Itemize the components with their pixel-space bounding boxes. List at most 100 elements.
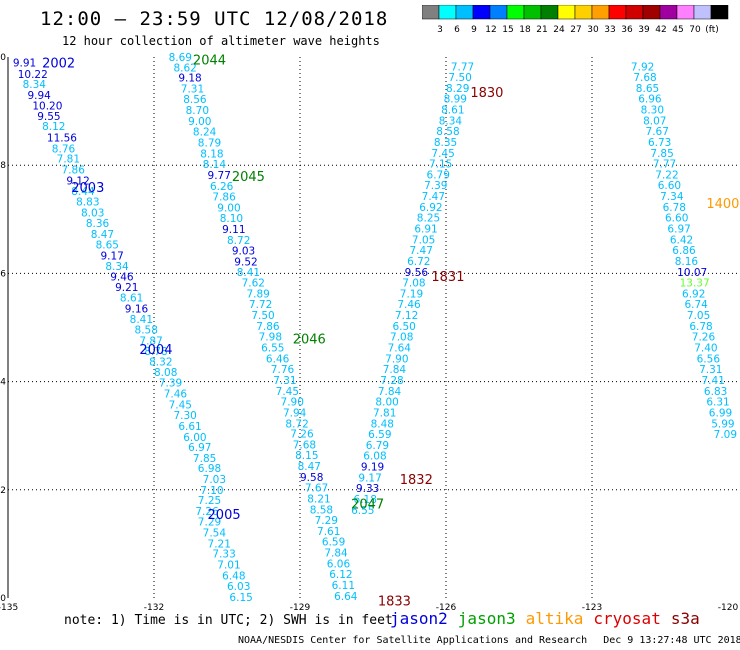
wave-height-value: 7.30 xyxy=(173,410,196,422)
altimeter-map: -135 -132 -129 -126 -123 -120 0 2 4 6 8 10 9.9110.22… xyxy=(0,52,739,612)
wave-height-value: 6.48 xyxy=(222,570,245,582)
wave-height-value: 8.12 xyxy=(42,121,65,133)
wave-height-value: 7.77 xyxy=(653,159,676,171)
wave-height-value: 8.72 xyxy=(227,235,250,247)
wave-height-value: 10.22 xyxy=(18,69,48,81)
pass-time-label: 1831 xyxy=(431,270,464,285)
wave-height-value: 6.79 xyxy=(366,440,389,452)
wave-height-value: 6.00 xyxy=(183,432,206,444)
wave-height-value: 6.06 xyxy=(327,558,351,570)
wave-height-value: 9.11 xyxy=(222,224,245,236)
wave-height-value: 8.14 xyxy=(203,159,227,171)
wave-height-value: 6.96 xyxy=(638,94,662,106)
wave-height-value: 8.03 xyxy=(81,207,104,219)
wave-height-value: 9.46 xyxy=(110,272,134,284)
pass-time-label: 2045 xyxy=(232,170,265,185)
wave-height-value: 8.29 xyxy=(446,83,469,95)
wave-height-value: 7.45 xyxy=(169,399,192,411)
wave-height-value: 8.34 xyxy=(105,261,129,273)
wave-height-value: 7.67 xyxy=(646,126,669,138)
wave-height-value: 9.56 xyxy=(405,267,429,279)
wave-height-value: 9.17 xyxy=(100,251,123,263)
wave-height-value: 7.64 xyxy=(388,343,412,355)
wave-height-value: 6.46 xyxy=(266,353,290,365)
wave-height-value: 8.83 xyxy=(76,196,99,208)
x-tick-label: -132 xyxy=(144,603,164,612)
plot-note: note: 1) Time is in UTC; 2) SWH is in fe… xyxy=(64,613,393,628)
wave-height-value: 7.29 xyxy=(315,515,338,527)
map-subtitle: 12 hour collection of altimeter wave hei… xyxy=(62,34,380,48)
colorbar-label: 39 xyxy=(638,25,650,35)
wave-height-value: 7.26 xyxy=(290,429,314,441)
x-tick-label: -129 xyxy=(290,603,311,612)
wave-height-value: 7.94 xyxy=(283,407,307,419)
wave-height-value: 8.07 xyxy=(643,115,666,127)
wave-height-value: 7.03 xyxy=(203,474,226,486)
wave-height-value: 8.47 xyxy=(298,461,321,473)
wave-height-value: 6.72 xyxy=(407,256,430,268)
wave-height-value: 7.39 xyxy=(424,180,447,192)
wave-height-value: 6.73 xyxy=(648,137,671,149)
colorbar-label: 6 xyxy=(454,25,460,35)
wave-height-value: 7.05 xyxy=(687,310,710,322)
wave-height-value: 6.55 xyxy=(261,343,284,355)
wave-height-value: 8.41 xyxy=(130,314,153,326)
wave-height-value: 9.21 xyxy=(115,282,138,294)
wave-height-value: 8.25 xyxy=(417,213,440,225)
wave-height-value: 6.86 xyxy=(672,245,696,257)
colorbar-label: 70 xyxy=(689,25,701,35)
colorbar-label: 18 xyxy=(519,25,531,35)
wave-height-value: 8.16 xyxy=(675,256,699,268)
wave-height-value: 7.26 xyxy=(195,506,219,518)
pass-time-label: 1830 xyxy=(470,86,503,101)
wave-height-value: 9.00 xyxy=(188,116,211,128)
wave-height-value: 8.34 xyxy=(439,115,463,127)
wave-height-value: 7.77 xyxy=(451,62,474,74)
wave-height-value: 7.25 xyxy=(198,495,221,507)
wave-height-value: 8.44 xyxy=(71,186,95,198)
wave-height-value: 6.78 xyxy=(689,321,712,333)
wave-height-value: 9.19 xyxy=(361,462,384,474)
wave-height-value: 6.08 xyxy=(363,451,386,463)
wave-height-value: 9.52 xyxy=(234,256,257,268)
wave-height-value: 6.26 xyxy=(210,181,234,193)
wave-height-value: 6.12 xyxy=(329,569,352,581)
pass-time-label: 2004 xyxy=(139,343,172,358)
wave-height-value: 7.33 xyxy=(212,549,235,561)
pass-time-label: 2047 xyxy=(351,497,384,512)
colorbar-label: 9 xyxy=(471,25,477,35)
wave-height-value: 7.85 xyxy=(650,148,673,160)
wave-height-value: 6.97 xyxy=(188,442,211,454)
pass-time-label: 1832 xyxy=(400,473,433,488)
y-tick-label: 0 xyxy=(0,594,6,604)
wave-height-value: 7.21 xyxy=(208,538,231,550)
wave-height-value: 7.50 xyxy=(448,72,471,84)
wave-height-value: 8.79 xyxy=(198,137,221,149)
wave-height-value: 6.03 xyxy=(227,581,250,593)
wave-height-value: 6.92 xyxy=(419,202,442,214)
wave-height-value: 8.58 xyxy=(135,325,158,337)
pass-time-label: 1833 xyxy=(378,595,411,610)
wave-height-colorbar: 3 6 9 12 15 18 21 24 27 30 33 36 39 42 45 70 (ft) xyxy=(422,5,729,35)
wave-height-value: 7.31 xyxy=(699,364,722,376)
wave-height-value: 8.15 xyxy=(295,450,318,462)
wave-height-value: 7.86 xyxy=(212,192,236,204)
wave-height-value: 8.36 xyxy=(86,218,110,230)
wave-height-value: 7.50 xyxy=(251,310,274,322)
footer-credit: NOAA/NESDIS Center for Satellite Applica… xyxy=(238,635,740,646)
wave-height-value: 7.19 xyxy=(400,288,423,300)
wave-height-value: 6.42 xyxy=(670,234,693,246)
wave-height-value: 7.45 xyxy=(431,148,454,160)
pass-time-label: 2005 xyxy=(208,508,241,523)
colorbar-label: 27 xyxy=(570,25,581,35)
timestamp: Dec 9 13:27:48 UTC 2018 xyxy=(603,635,740,646)
x-tick-label: -135 xyxy=(0,603,18,612)
wave-height-value: 6.55 xyxy=(351,505,374,517)
wave-height-value: 7.41 xyxy=(702,375,725,387)
y-tick-label: 6 xyxy=(0,269,6,279)
wave-height-value: 8.58 xyxy=(436,126,459,138)
wave-height-value: 7.87 xyxy=(139,335,162,347)
wave-height-value: 6.59 xyxy=(368,429,391,441)
x-tick-label: -120 xyxy=(718,603,739,612)
wave-height-value: 7.86 xyxy=(256,321,280,333)
